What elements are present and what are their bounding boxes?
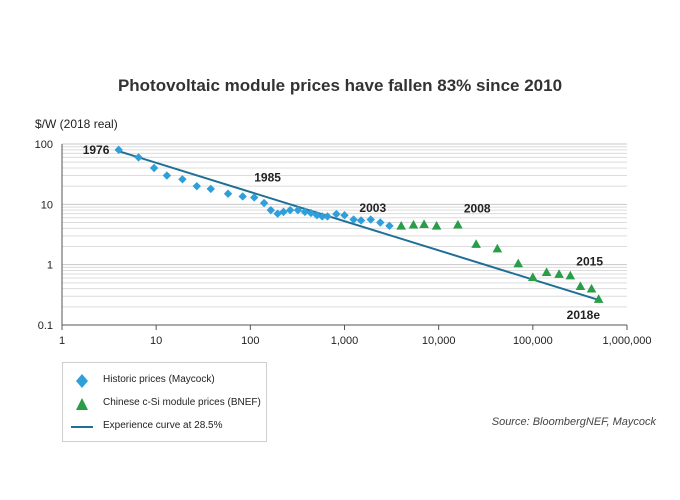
historic-price-point (323, 212, 332, 221)
bnef-price-point (554, 269, 564, 278)
historic-price-point (366, 215, 375, 224)
x-tick-label: 1,000 (331, 335, 359, 347)
historic-price-point (293, 205, 303, 215)
y-tick-label: 1 (47, 260, 53, 272)
historic-price-point (285, 205, 295, 215)
annotations: 1976 1985 2003 2008 2015 2018e (83, 143, 604, 322)
year-annotation: 2015 (576, 255, 603, 269)
chart-title: Photovoltaic module prices have fallen 8… (117, 76, 563, 95)
year-annotation: 2018e (567, 308, 601, 322)
bnef-price-point (586, 283, 597, 293)
historic-price-point (114, 145, 123, 155)
data-points (114, 145, 604, 303)
x-tick-label: 100,000 (513, 335, 553, 347)
historic-price-point (300, 207, 310, 217)
year-annotation: 1985 (254, 170, 281, 184)
bnef-price-point (541, 267, 552, 277)
historic-price-point (349, 215, 358, 224)
axes: 1 10 100 1,000 10,000 100,000 1,000,000 0.1 1 10 1… (35, 139, 652, 347)
legend: Historic prices (Maycock) Chinese c-Si m… (62, 362, 267, 442)
legend-label-experience: Experience curve at 28.5% (103, 420, 223, 431)
bnef-price-point (419, 219, 429, 228)
year-annotation: 1976 (83, 143, 110, 157)
source-note: Source: BloombergNEF, Maycock (491, 416, 656, 428)
x-tick-label: 10,000 (422, 335, 456, 347)
historic-price-point (332, 209, 341, 219)
x-tick-label: 1 (59, 335, 65, 347)
year-annotation: 2003 (359, 201, 386, 215)
y-tick-label: 0.1 (38, 320, 53, 332)
historic-price-point (279, 207, 288, 217)
historic-price-point (356, 216, 366, 225)
x-tick-label: 10 (150, 335, 162, 347)
historic-price-point (162, 171, 172, 180)
historic-price-point (223, 189, 233, 198)
historic-price-point (340, 211, 349, 220)
bnef-price-point (471, 239, 481, 248)
bnef-price-point (513, 258, 524, 268)
bnef-price-point (492, 243, 503, 253)
bnef-price-point (408, 219, 419, 229)
historic-price-point (376, 218, 385, 227)
historic-price-point (192, 181, 201, 191)
x-tick-label: 100 (241, 335, 259, 347)
historic-price-point (134, 153, 143, 162)
historic-price-point (259, 198, 269, 208)
experience-curve-line (118, 150, 599, 301)
gridlines (62, 143, 627, 326)
x-tick-label: 1,000,000 (603, 335, 652, 347)
y-tick-label: 100 (35, 139, 53, 151)
legend-item-experience: Experience curve at 28.5% (63, 419, 266, 435)
bnef-price-point (565, 270, 576, 280)
experience-curve-layer (118, 150, 599, 301)
historic-price-point (206, 184, 215, 194)
bnef-price-point (593, 294, 604, 303)
triangle-icon (76, 398, 88, 410)
legend-item-historic: Historic prices (Maycock) (63, 373, 266, 389)
bnef-price-point (453, 219, 463, 229)
line-icon (71, 426, 93, 428)
legend-label-bnef: Chinese c-Si module prices (BNEF) (103, 397, 261, 408)
bnef-price-point (575, 281, 586, 291)
historic-price-point (318, 212, 327, 221)
y-axis-label: $/W (2018 real) (35, 117, 118, 131)
year-annotation: 2008 (464, 202, 491, 216)
legend-label-historic: Historic prices (Maycock) (103, 374, 215, 385)
historic-price-point (385, 221, 394, 231)
bnef-price-point (431, 221, 442, 230)
y-tick-label: 10 (41, 199, 53, 211)
historic-price-point (250, 193, 259, 202)
historic-price-point (238, 192, 247, 201)
bnef-price-point (396, 221, 406, 230)
historic-price-point (266, 205, 276, 215)
diamond-icon (76, 374, 88, 388)
historic-price-point (149, 163, 159, 173)
bnef-price-point (528, 272, 538, 282)
legend-item-bnef: Chinese c-Si module prices (BNEF) (63, 396, 266, 412)
historic-price-point (178, 175, 187, 184)
